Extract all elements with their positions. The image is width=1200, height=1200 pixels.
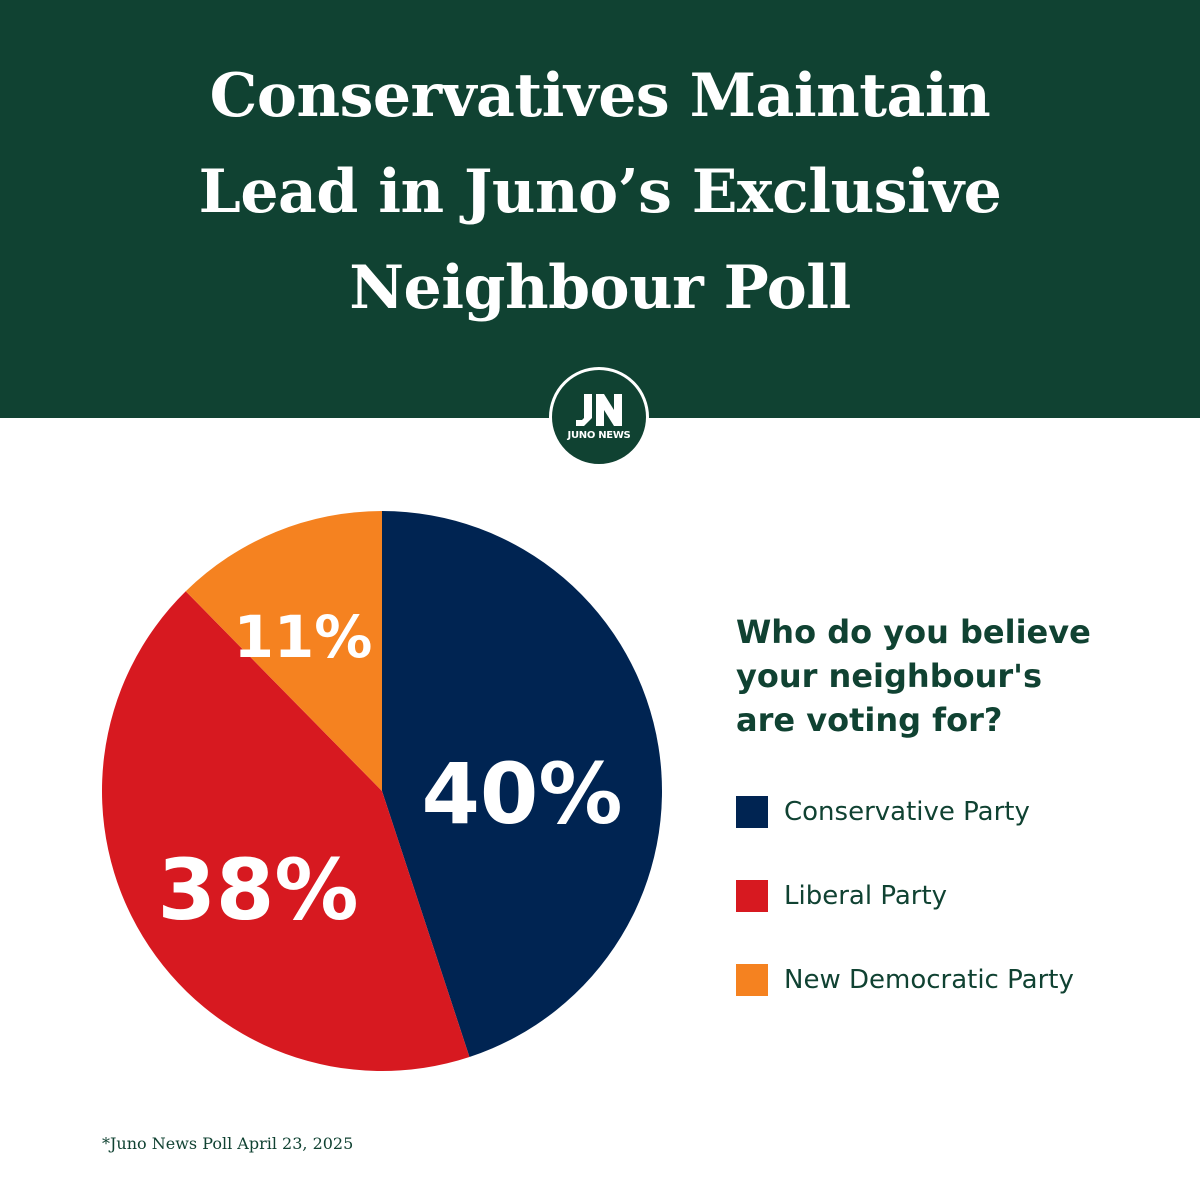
slice-label-liberal: 38% <box>157 841 358 939</box>
pie-slices <box>101 511 662 1072</box>
slice-label-ndp: 11% <box>234 603 373 671</box>
question-line: your neighbour's <box>736 657 1042 695</box>
legend-label: Liberal Party <box>784 881 948 911</box>
legend-swatch-liberal <box>736 880 768 912</box>
logo-text: JUNO NEWS <box>567 430 631 441</box>
slice-liberal <box>101 591 470 1072</box>
chart-question: Who do you believe your neighbour's are … <box>736 610 1156 742</box>
headline: Conservatives Maintain Lead in Juno’s Ex… <box>60 48 1140 336</box>
slice-conservative <box>382 511 662 1057</box>
header-banner: Conservatives Maintain Lead in Juno’s Ex… <box>0 0 1200 418</box>
legend-label: New Democratic Party <box>784 965 1074 995</box>
slice-ndp <box>185 511 382 791</box>
legend-swatch-ndp <box>736 964 768 996</box>
juno-news-logo: JUNO NEWS <box>549 367 649 467</box>
legend-item-liberal: Liberal Party <box>736 876 1176 916</box>
legend-item-conservative: Conservative Party <box>736 792 1176 832</box>
question-line: are voting for? <box>736 701 1003 739</box>
footnote: *Juno News Poll April 23, 2025 <box>102 1134 354 1153</box>
legend-item-ndp: New Democratic Party <box>736 960 1176 1000</box>
juno-news-logo-icon <box>576 394 622 426</box>
question-line: Who do you believe <box>736 613 1091 651</box>
headline-line: Lead in Juno’s Exclusive <box>198 157 1002 227</box>
legend: Conservative Party Liberal Party New Dem… <box>736 792 1176 1044</box>
slice-label-conservative: 40% <box>421 745 622 843</box>
legend-swatch-conservative <box>736 796 768 828</box>
headline-line: Conservatives Maintain <box>209 61 991 131</box>
legend-label: Conservative Party <box>784 797 1030 827</box>
headline-line: Neighbour Poll <box>349 253 851 323</box>
